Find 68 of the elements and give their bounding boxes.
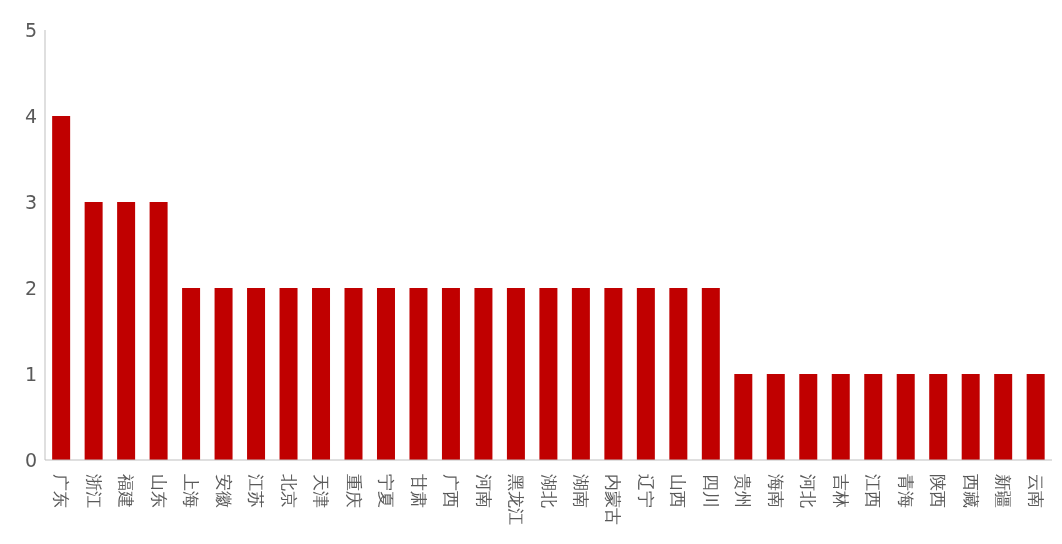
y-tick-label: 1 bbox=[24, 362, 37, 385]
bar bbox=[117, 202, 136, 460]
bar bbox=[636, 288, 655, 460]
bar bbox=[409, 288, 428, 460]
x-tick-label: 海南 bbox=[765, 474, 786, 508]
x-tick-label: 西藏 bbox=[960, 474, 981, 508]
bar bbox=[441, 288, 460, 460]
bar bbox=[766, 374, 785, 460]
bar bbox=[734, 374, 753, 460]
bar bbox=[701, 288, 720, 460]
x-tick-label: 陕西 bbox=[928, 474, 949, 508]
bar bbox=[669, 288, 688, 460]
x-tick-label: 湖南 bbox=[570, 474, 591, 508]
x-tick-label: 北京 bbox=[278, 474, 299, 508]
bar bbox=[1026, 374, 1045, 460]
bar bbox=[571, 288, 590, 460]
bar bbox=[831, 374, 850, 460]
y-tick-label: 2 bbox=[24, 276, 37, 299]
x-tick-label: 江苏 bbox=[246, 474, 267, 508]
bar bbox=[474, 288, 493, 460]
x-tick-label: 黑龙江 bbox=[506, 474, 527, 525]
x-tick-label: 内蒙古 bbox=[603, 474, 624, 525]
bar bbox=[376, 288, 395, 460]
x-tick-label: 甘肃 bbox=[408, 474, 429, 508]
bar bbox=[214, 288, 233, 460]
bar bbox=[604, 288, 623, 460]
bar bbox=[961, 374, 980, 460]
x-tick-label: 安徽 bbox=[213, 474, 234, 508]
x-tick-label: 吉林 bbox=[830, 474, 851, 508]
x-tick-label: 江西 bbox=[863, 474, 884, 508]
x-tick-label: 河南 bbox=[473, 474, 494, 508]
x-tick-label: 四川 bbox=[700, 474, 721, 508]
x-tick-label: 河北 bbox=[798, 474, 819, 508]
y-tick-label: 0 bbox=[24, 448, 37, 471]
x-tick-label: 辽宁 bbox=[635, 474, 656, 508]
y-tick-label: 5 bbox=[24, 18, 37, 41]
bar bbox=[312, 288, 331, 460]
bar bbox=[799, 374, 818, 460]
x-tick-label: 广东 bbox=[51, 474, 72, 508]
bar bbox=[994, 374, 1013, 460]
bar bbox=[929, 374, 948, 460]
y-tick-label: 3 bbox=[24, 190, 37, 213]
bar bbox=[52, 116, 71, 460]
x-tick-label: 天津 bbox=[311, 474, 332, 508]
bar bbox=[506, 288, 525, 460]
bar bbox=[84, 202, 103, 460]
x-tick-label: 宁夏 bbox=[376, 474, 397, 508]
x-tick-label: 福建 bbox=[116, 474, 137, 508]
bar bbox=[182, 288, 201, 460]
bar bbox=[539, 288, 558, 460]
bar bbox=[149, 202, 168, 460]
x-tick-label: 贵州 bbox=[733, 474, 754, 508]
x-tick-label: 重庆 bbox=[343, 474, 364, 508]
bar bbox=[864, 374, 883, 460]
x-tick-label: 湖北 bbox=[538, 474, 559, 508]
y-tick-label: 4 bbox=[24, 104, 37, 127]
x-tick-label: 青海 bbox=[895, 474, 916, 508]
x-tick-label: 浙江 bbox=[83, 474, 104, 508]
bar bbox=[344, 288, 363, 460]
x-tick-label: 上海 bbox=[181, 474, 202, 508]
bar bbox=[896, 374, 915, 460]
x-tick-label: 云南 bbox=[1025, 474, 1046, 508]
x-tick-label: 山西 bbox=[668, 474, 689, 508]
bar bbox=[279, 288, 298, 460]
x-tick-label: 山东 bbox=[148, 474, 169, 508]
bar bbox=[247, 288, 266, 460]
x-tick-label: 新疆 bbox=[993, 474, 1014, 508]
x-tick-label: 广西 bbox=[441, 474, 462, 508]
